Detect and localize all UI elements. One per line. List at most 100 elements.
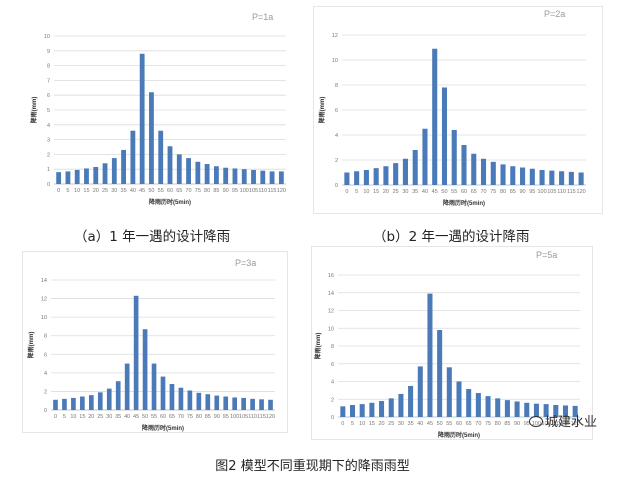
x-axis-title: 降雨历时(5min) [443, 199, 485, 207]
bar [562, 405, 568, 417]
bar [417, 366, 423, 417]
x-tick-label: 80 [204, 188, 210, 194]
x-tick-label: 20 [93, 188, 99, 194]
x-tick-label: 30 [106, 414, 112, 420]
bar [167, 146, 173, 184]
y-tick-label: 14 [328, 291, 334, 297]
x-tick-label: 0 [341, 421, 344, 427]
y-tick-label: 2 [331, 397, 334, 403]
y-tick-label: 2 [47, 152, 50, 158]
y-tick-label: 6 [44, 352, 47, 358]
bar [379, 401, 385, 417]
y-tick-label: 8 [44, 334, 47, 340]
bar [241, 169, 247, 184]
bar [102, 163, 108, 184]
caption-b: （b）2 年一遇的设计降雨 [373, 229, 530, 245]
bar [456, 381, 462, 417]
x-tick-label: 70 [480, 189, 486, 195]
bar [437, 330, 443, 417]
x-tick-label: 120 [571, 421, 580, 427]
y-axis-title: 降雨(mm) [30, 97, 38, 124]
y-tick-label: 4 [331, 380, 334, 386]
x-tick-label: 85 [510, 189, 516, 195]
x-tick-label: 50 [441, 189, 447, 195]
y-tick-label: 0 [47, 182, 50, 188]
x-tick-label: 65 [471, 189, 477, 195]
x-tick-label: 45 [139, 188, 145, 194]
bar [504, 400, 510, 417]
y-tick-label: 4 [47, 123, 50, 129]
bar [93, 166, 99, 184]
bar [510, 166, 516, 185]
x-tick-label: 80 [196, 414, 202, 420]
bar [259, 399, 264, 410]
x-tick-label: 0 [54, 414, 57, 420]
x-tick-label: 40 [130, 188, 136, 194]
x-tick-label: 70 [178, 414, 184, 420]
bar [223, 167, 229, 184]
bar [402, 158, 408, 185]
y-axis-title: 降雨(mm) [314, 333, 322, 360]
x-tick-label: 5 [351, 421, 354, 427]
x-tick-label: 5 [355, 189, 358, 195]
x-tick-label: 95 [223, 414, 229, 420]
x-tick-label: 20 [383, 189, 389, 195]
bar [549, 170, 555, 185]
x-tick-label: 120 [277, 188, 286, 194]
bar [223, 396, 229, 410]
x-tick-label: 110 [551, 421, 560, 427]
bar [568, 171, 574, 185]
bar [65, 171, 71, 184]
y-tick-label: 10 [332, 58, 338, 64]
bar [495, 398, 501, 417]
x-tick-label: 30 [111, 188, 117, 194]
x-tick-label: 105 [547, 189, 556, 195]
bar [524, 402, 530, 417]
y-tick-label: 0 [331, 415, 334, 421]
x-tick-label: 75 [485, 421, 491, 427]
x-tick-label: 60 [461, 189, 467, 195]
y-tick-label: 10 [44, 34, 50, 40]
bar [359, 404, 365, 417]
y-tick-label: 6 [335, 108, 338, 114]
x-tick-label: 115 [561, 421, 570, 427]
bar [56, 172, 62, 184]
bar [572, 405, 578, 417]
bar [480, 158, 487, 185]
x-tick-label: 20 [378, 421, 384, 427]
period-label: P=2a [544, 9, 566, 19]
bar [451, 130, 457, 185]
bar [427, 293, 433, 417]
x-tick-label: 10 [70, 414, 76, 420]
x-tick-label: 115 [567, 189, 576, 195]
y-tick-label: 6 [47, 93, 50, 99]
bar [269, 171, 275, 184]
chart-panel-d: P=5a 0 2 4 6 8 10 12 14 16 0 5 10 15 20 25 30 35 40 45 50 55… [311, 246, 593, 440]
bar [441, 87, 448, 185]
bar [71, 397, 76, 410]
y-tick-label: 12 [332, 33, 338, 39]
bar [363, 170, 369, 185]
bar [533, 403, 539, 417]
bar [213, 166, 219, 184]
x-tick-label: 80 [495, 421, 501, 427]
y-tick-label: 7 [47, 78, 50, 84]
y-tick-label: 1 [47, 167, 50, 173]
y-tick-label: 0 [335, 183, 338, 189]
y-tick-label: 10 [328, 326, 334, 332]
x-tick-label: 40 [422, 189, 428, 195]
x-tick-label: 50 [142, 414, 148, 420]
bar [178, 387, 184, 410]
x-tick-label: 25 [388, 421, 394, 427]
x-tick-label: 95 [524, 421, 530, 427]
x-tick-label: 20 [88, 414, 94, 420]
bar [142, 329, 148, 410]
y-tick-label: 14 [41, 278, 47, 284]
y-tick-label: 12 [328, 309, 334, 315]
x-tick-label: 10 [363, 189, 369, 195]
x-tick-label: 90 [519, 189, 525, 195]
chart-panel-c: P=3a 0 2 4 6 8 10 12 14 0 5 10 15 20 25 30 35 40 45 50 55 60… [22, 251, 288, 433]
